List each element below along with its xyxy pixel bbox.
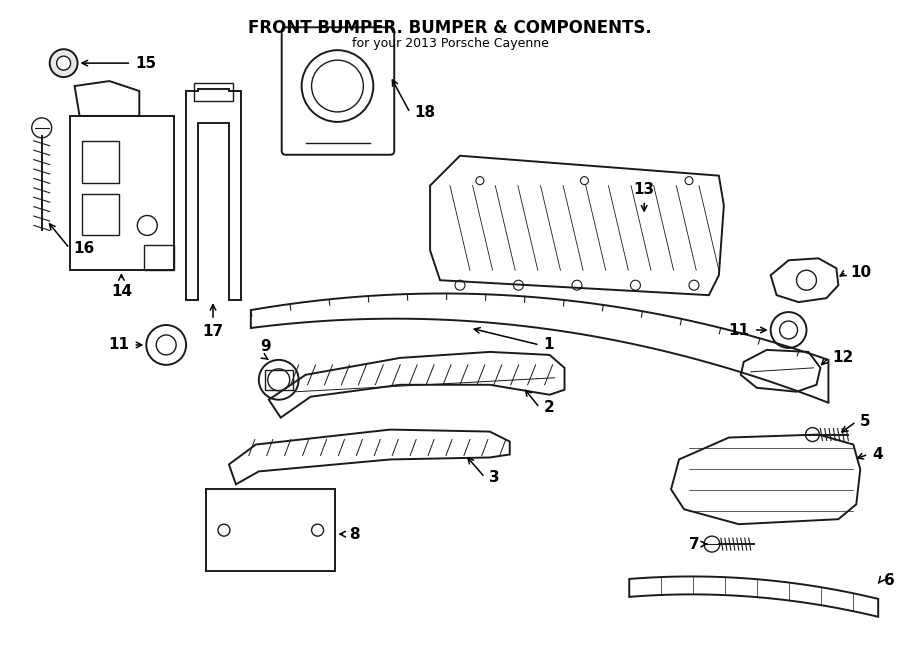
Text: 17: 17 (202, 324, 223, 339)
Text: 4: 4 (872, 447, 883, 462)
Text: 12: 12 (832, 350, 853, 365)
Circle shape (50, 49, 77, 77)
Text: 10: 10 (850, 265, 871, 280)
Text: 14: 14 (111, 284, 132, 299)
Text: 11: 11 (729, 322, 750, 338)
Text: 11: 11 (108, 338, 130, 352)
Text: 16: 16 (74, 241, 94, 256)
Circle shape (57, 56, 70, 70)
Text: 18: 18 (414, 105, 436, 120)
Text: 5: 5 (860, 414, 871, 429)
Text: FRONT BUMPER. BUMPER & COMPONENTS.: FRONT BUMPER. BUMPER & COMPONENTS. (248, 19, 652, 37)
Text: 6: 6 (884, 573, 895, 589)
Text: 8: 8 (349, 527, 360, 542)
Text: 7: 7 (689, 537, 700, 551)
Text: 3: 3 (489, 470, 500, 485)
Text: 13: 13 (634, 181, 654, 197)
Text: 1: 1 (544, 338, 554, 352)
Text: 2: 2 (544, 400, 554, 415)
Text: 15: 15 (135, 56, 157, 71)
Text: 9: 9 (260, 339, 271, 354)
Text: for your 2013 Porsche Cayenne: for your 2013 Porsche Cayenne (352, 37, 548, 50)
